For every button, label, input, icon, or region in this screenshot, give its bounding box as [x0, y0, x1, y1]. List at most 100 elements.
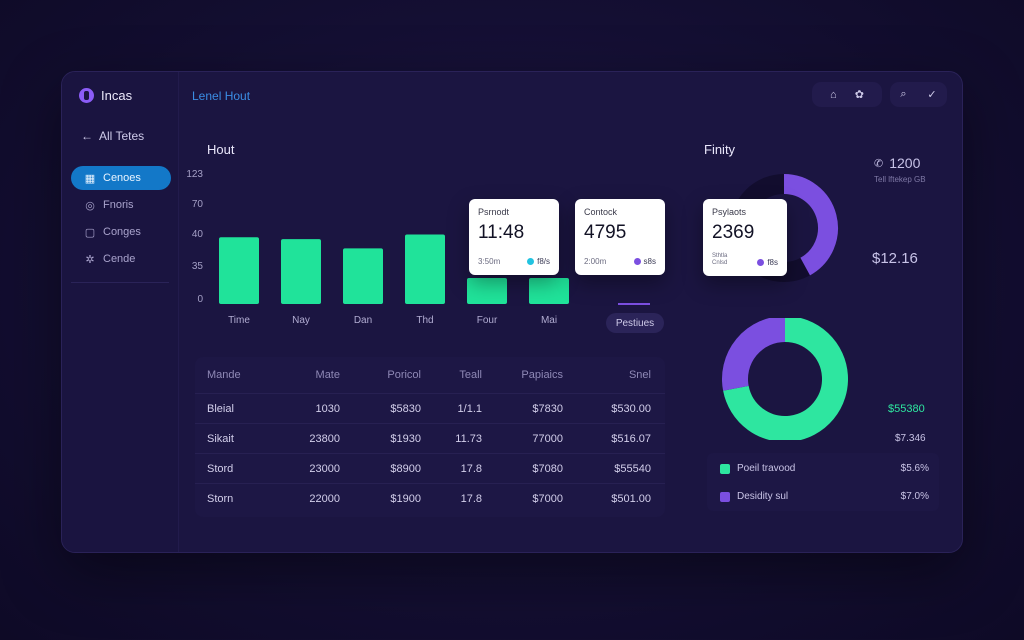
app-name: Incas [101, 88, 133, 103]
table-cell: $7000 [532, 492, 563, 505]
x-axis-labels: Time Nay Dan Thd Four Mai [62, 315, 962, 329]
table-cell: 23800 [309, 432, 340, 445]
status-dot-icon [757, 259, 765, 266]
donut-slice-purple[interactable] [722, 318, 786, 391]
app-logo[interactable]: Incas [79, 88, 132, 103]
chevron-down-icon[interactable]: ✓ [927, 89, 937, 101]
legend-item[interactable]: Poeil travood [720, 463, 795, 474]
search-icon[interactable]: ⌕ [900, 88, 907, 100]
table-cell: $516.07 [611, 432, 651, 445]
sidebar-item-cende[interactable]: ✲ Cende [71, 247, 171, 271]
bar-mai[interactable] [529, 278, 569, 304]
bar-chart-title: Hout [207, 142, 235, 157]
bar-thd[interactable] [405, 234, 445, 304]
sidebar-item-label: Cenoes [103, 172, 141, 184]
x-tick-label: Time [228, 315, 250, 326]
metric-card[interactable]: Psrnodt 11:48 3:50m f8/s [469, 199, 559, 275]
logo-icon [79, 88, 94, 103]
table-row[interactable]: Stord 23000 $8900 17.8 $7080 $55540 [195, 453, 665, 483]
table-row[interactable]: Storn 22000 $1900 17.8 $7000 $501.00 [195, 483, 665, 513]
settings-icon[interactable]: ✿ [854, 89, 864, 101]
x-tick-label: Nay [292, 315, 310, 326]
mid-stat: $12.16 [872, 250, 918, 267]
table-row[interactable]: Sikait 23800 $1930 11.73 77000 $516.07 [195, 423, 665, 453]
column-header[interactable]: Teall [459, 369, 482, 381]
table-cell: Storn [207, 492, 234, 505]
legend-swatch [720, 491, 730, 502]
gear-icon: ✲ [85, 253, 95, 266]
sidebar-item-fnoris[interactable]: ◎ Fnoris [71, 193, 171, 217]
table-cell: $55540 [614, 462, 651, 475]
table-row[interactable]: Bleial 1030 $5830 1/1.1 $7830 $530.00 [195, 393, 665, 423]
sidebar: Incas ← All Tetes ▦ Cenoes ◎ Fnoris ▢ Co… [62, 72, 179, 552]
back-link[interactable]: ← All Tetes [81, 129, 144, 143]
table-cell: $7080 [532, 462, 563, 475]
x-tick-label: Mai [540, 315, 558, 326]
legend-pill[interactable]: Pestiues [606, 313, 664, 333]
table-cell: $501.00 [611, 492, 651, 505]
bar-four[interactable] [467, 278, 507, 304]
table-cell: 17.8 [460, 492, 482, 505]
legend-value: $5.6% [900, 463, 929, 474]
bottom-donut-chart [722, 318, 848, 440]
table-cell: $1930 [390, 432, 421, 445]
y-tick: 123 [186, 169, 203, 180]
donut-slice-green[interactable] [723, 318, 848, 440]
donut-legend: Poeil travood $5.6% Desidity sul $7.0% [707, 453, 939, 511]
legend-swatch [720, 463, 730, 474]
y-tick: 70 [191, 199, 203, 210]
sidebar-nav: ▦ Cenoes ◎ Fnoris ▢ Conges ✲ Cende [71, 166, 171, 274]
legend-label: Desidity sul [737, 491, 789, 502]
sidebar-item-conges[interactable]: ▢ Conges [71, 220, 171, 244]
card-foot: Sthtla Cnlsd [712, 253, 728, 266]
column-header[interactable]: Snel [628, 369, 651, 381]
table-cell: Bleial [207, 402, 234, 415]
table-cell: 11.73 [455, 432, 482, 445]
back-label: All Tetes [99, 129, 145, 143]
bar-dan[interactable] [343, 248, 383, 304]
column-header[interactable]: Papiaics [521, 369, 563, 381]
card-badge-text: f8/s [537, 257, 550, 266]
legend-line [618, 303, 650, 305]
card-badge-text: s8s [643, 257, 656, 266]
card-value: 2369 [712, 222, 755, 243]
donut-slice-purple[interactable] [783, 174, 838, 276]
table-cell: $530.00 [611, 402, 651, 415]
column-header[interactable]: Mande [207, 369, 241, 381]
phone-icon: ✆ [874, 157, 884, 170]
top-search[interactable]: ⌕ ✓ [890, 82, 947, 107]
data-table: Mande Mate Poricol Teall Papiaics Snel B… [195, 357, 665, 517]
sidebar-item-label: Fnoris [103, 199, 134, 211]
card-badge: f8/s [527, 257, 550, 266]
metric-card[interactable]: Contock 4795 2:00m s8s [575, 199, 665, 275]
table-header: Mande Mate Poricol Teall Papiaics Snel [195, 357, 665, 393]
column-header[interactable]: Mate [315, 369, 340, 381]
column-header[interactable]: Poricol [387, 369, 421, 381]
legend-value: $7.0% [900, 491, 929, 502]
bar-nay[interactable] [281, 239, 321, 304]
table-cell: Sikait [207, 432, 234, 445]
metric-card[interactable]: Psylaots 2369 Sthtla Cnlsd f8s [703, 199, 787, 276]
card-badge: s8s [633, 257, 656, 266]
status-dot-icon [527, 258, 535, 265]
finity-title: Finity [704, 142, 736, 157]
x-tick-label: Thd [416, 315, 434, 326]
table-cell: $1900 [390, 492, 421, 505]
small-stat: $7.346 [895, 433, 926, 444]
home-icon[interactable]: ⌂ [830, 88, 837, 101]
legend-label: Poeil travood [737, 463, 796, 474]
y-tick: 0 [197, 294, 203, 305]
card-value: 4795 [584, 222, 627, 243]
legend-item[interactable]: Desidity sul [720, 491, 788, 502]
sidebar-item-cenoes[interactable]: ▦ Cenoes [71, 166, 171, 190]
card-foot: 3:50m [478, 257, 501, 266]
bar-time[interactable] [219, 237, 259, 304]
card-foot: 2:00m [584, 257, 607, 266]
table-cell: 23000 [309, 462, 340, 475]
card-badge-text: f8s [767, 258, 778, 267]
green-stat: $55380 [888, 403, 925, 415]
chat-icon: ▢ [84, 226, 96, 239]
table-cell: $5830 [390, 402, 421, 415]
table-cell: Stord [207, 462, 234, 475]
card-label: Contock [584, 207, 618, 217]
